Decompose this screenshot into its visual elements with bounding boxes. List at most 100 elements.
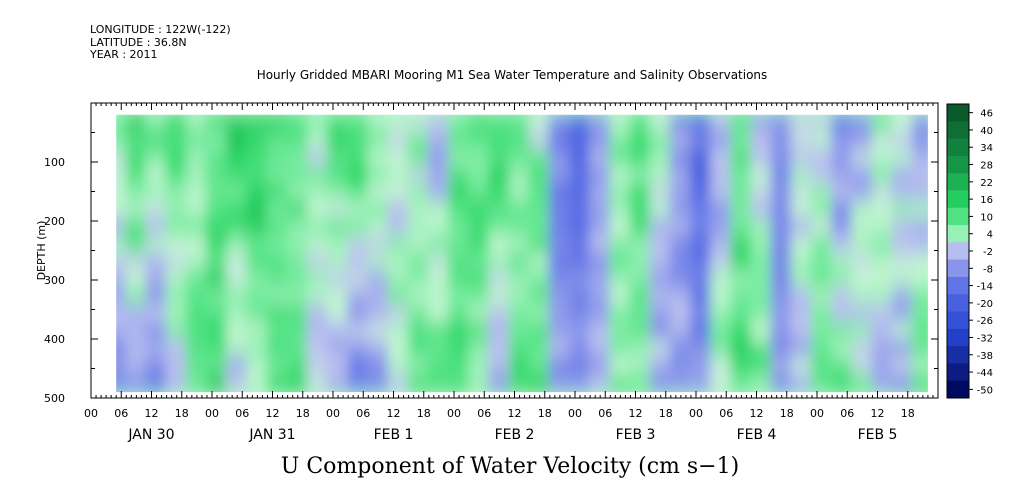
heatmap-cell [568, 200, 592, 220]
heatmap-cell [831, 148, 854, 168]
heatmap-cell [891, 252, 914, 272]
heatmap-cell [669, 217, 692, 238]
heatmap-cell [508, 321, 531, 342]
heatmap-cell [246, 321, 269, 342]
heatmap-cell [589, 217, 612, 238]
y-tick-label: 200 [44, 215, 65, 228]
heatmap-cell [790, 339, 813, 359]
heatmap-cell [649, 217, 672, 238]
heatmap-cell [871, 235, 894, 255]
x-day-label: FEB 2 [495, 427, 535, 443]
heatmap-cell [125, 200, 148, 220]
heatmap-cell [226, 114, 249, 134]
heatmap-cell [770, 200, 793, 220]
heatmap-cell [629, 339, 652, 359]
heatmap-cell [508, 287, 531, 307]
heatmap-cell [266, 165, 289, 186]
heatmap-cell [246, 356, 269, 376]
heatmap-cell [226, 321, 249, 342]
heatmap-cell [306, 131, 329, 151]
heatmap-cell [770, 217, 793, 238]
heatmap-cell [508, 252, 531, 272]
heatmap-cell [488, 252, 511, 272]
heatmap-cell [326, 183, 350, 203]
heatmap-cell [165, 200, 188, 220]
heatmap-cell [609, 183, 632, 203]
heatmap-cell [790, 304, 813, 324]
heatmap-cell [246, 217, 269, 238]
heatmap-cell [508, 356, 531, 376]
x-day-label: JAN 30 [127, 427, 174, 443]
heatmap-cell [911, 269, 928, 290]
colorbar-label: 4 [987, 230, 993, 241]
heatmap-cell [770, 321, 793, 342]
heatmap-cell [116, 304, 128, 324]
heatmap-cell [488, 217, 511, 238]
heatmap-cell [528, 339, 551, 359]
heatmap-cell [750, 235, 773, 255]
heatmap-cell [649, 165, 672, 186]
heatmap-cell [306, 339, 329, 359]
heatmap-cell [790, 148, 813, 168]
heatmap-cell [347, 200, 370, 220]
heatmap-cell [609, 339, 632, 359]
heatmap-cell [116, 252, 128, 272]
colorbar-label: 22 [980, 178, 993, 189]
colorbar-swatch [947, 155, 969, 174]
x-hour-label: 00 [568, 407, 582, 420]
heatmap-cell [387, 165, 410, 186]
heatmap-cell [286, 356, 309, 376]
x-hour-label: 00 [689, 407, 703, 420]
colorbar-swatch [947, 380, 969, 399]
heatmap-cell [689, 131, 713, 151]
heatmap-cell [810, 131, 834, 151]
heatmap-cell [407, 321, 430, 342]
heatmap-cell [488, 114, 511, 134]
x-day-label: FEB 1 [374, 427, 414, 443]
x-hour-label: 18 [538, 407, 552, 420]
heatmap-cell [810, 165, 834, 186]
heatmap-cell [266, 356, 289, 376]
heatmap-cell [730, 339, 753, 359]
colorbar-swatch [947, 207, 969, 226]
heatmap-cell [488, 269, 511, 290]
heatmap-cell [710, 217, 733, 238]
heatmap-cell [306, 200, 329, 220]
heatmap-cell [367, 235, 390, 255]
heatmap-cell [347, 269, 370, 290]
heatmap-cell [306, 269, 329, 290]
heatmap-cell [347, 148, 370, 168]
heatmap-cell [488, 321, 511, 342]
heatmap-cell [568, 183, 592, 203]
heatmap-cell [407, 287, 430, 307]
heatmap-cell [649, 356, 672, 376]
heatmap-cell [730, 252, 753, 272]
heatmap-cell [165, 131, 188, 151]
heatmap-cell [528, 269, 551, 290]
colorbar-label: -50 [977, 385, 993, 396]
heatmap-cell [387, 304, 410, 324]
heatmap-cell [730, 131, 753, 151]
heatmap-cell [589, 321, 612, 342]
heatmap-cell [810, 356, 834, 376]
heatmap-cell [367, 339, 390, 359]
heatmap-cell [629, 131, 652, 151]
heatmap-cell [750, 200, 773, 220]
heatmap-cell [568, 304, 592, 324]
y-tick-label: 300 [44, 274, 65, 287]
heatmap-cell [750, 373, 773, 393]
heatmap-cell [427, 235, 450, 255]
x-day-label: FEB 3 [616, 427, 656, 443]
heatmap-cell [427, 269, 450, 290]
heatmap-cell [871, 287, 894, 307]
heatmap-cell [145, 148, 168, 168]
heatmap-cell [649, 252, 672, 272]
heatmap-cell [145, 235, 168, 255]
heatmap-cell [185, 304, 208, 324]
heatmap-cell [669, 114, 692, 134]
heatmap-cell [891, 321, 914, 342]
heatmap-cell [165, 321, 188, 342]
heatmap-cell [306, 114, 329, 134]
heatmap-cell [286, 131, 309, 151]
variable-title: U Component of Water Velocity (cm s−1) [280, 454, 740, 479]
